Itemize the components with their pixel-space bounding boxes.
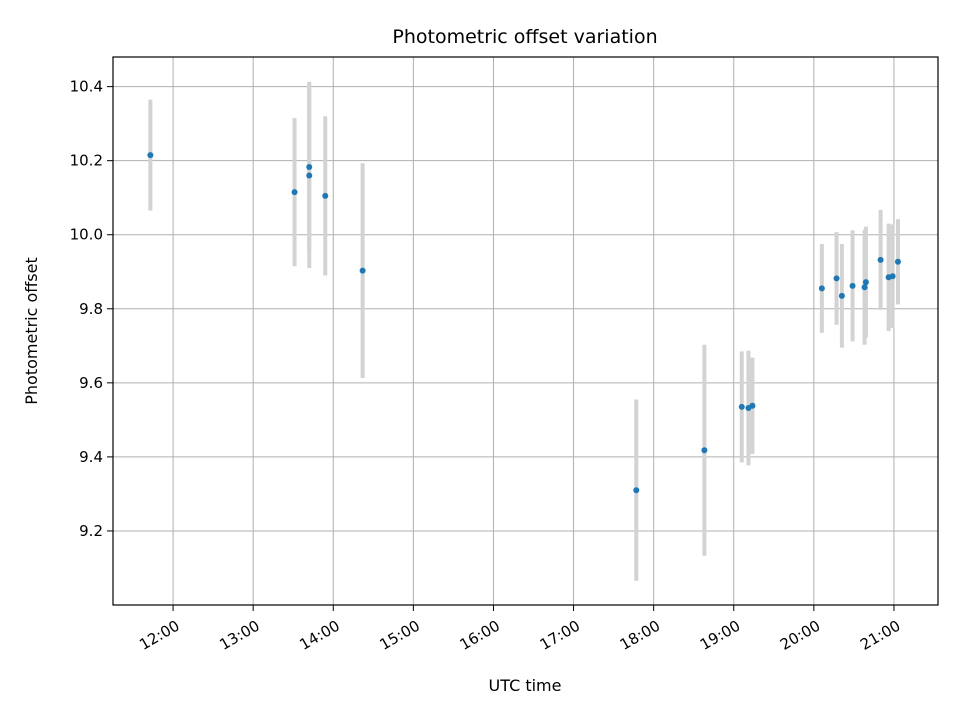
y-tick-label: 9.8	[79, 300, 103, 318]
plot-frame	[112, 56, 939, 606]
data-point	[838, 292, 845, 299]
y-axis-title: Photometric offset	[22, 257, 41, 405]
data-point	[738, 403, 745, 410]
y-tick-label: 10.4	[70, 78, 103, 96]
grid	[113, 57, 938, 605]
data-point	[749, 402, 756, 409]
data-point	[877, 256, 884, 263]
y-tick-label: 10.2	[70, 152, 103, 170]
data-point	[306, 163, 313, 170]
data-point	[818, 285, 825, 292]
data-point	[889, 273, 896, 280]
data-point	[862, 279, 869, 286]
data-point	[861, 284, 868, 291]
y-tick-label: 9.4	[79, 448, 103, 466]
data-point	[147, 152, 154, 159]
data-point	[359, 267, 366, 274]
y-tick-label: 10.0	[70, 226, 103, 244]
x-axis-title: UTC time	[489, 676, 562, 695]
chart-title: Photometric offset variation	[392, 26, 657, 48]
y-tick-label: 9.6	[79, 374, 103, 392]
data-point	[291, 189, 298, 196]
y-tick-label: 9.2	[79, 522, 103, 540]
data-point	[322, 192, 329, 199]
y-axis: 9.2 9.4 9.6 9.8 10.0 10.2 10.4	[70, 78, 113, 540]
data-point	[633, 487, 640, 494]
data-point	[849, 282, 856, 289]
data-point	[894, 258, 901, 265]
data-points	[147, 152, 901, 494]
data-point	[833, 275, 840, 282]
data-point	[306, 172, 313, 179]
data-point	[701, 447, 708, 454]
